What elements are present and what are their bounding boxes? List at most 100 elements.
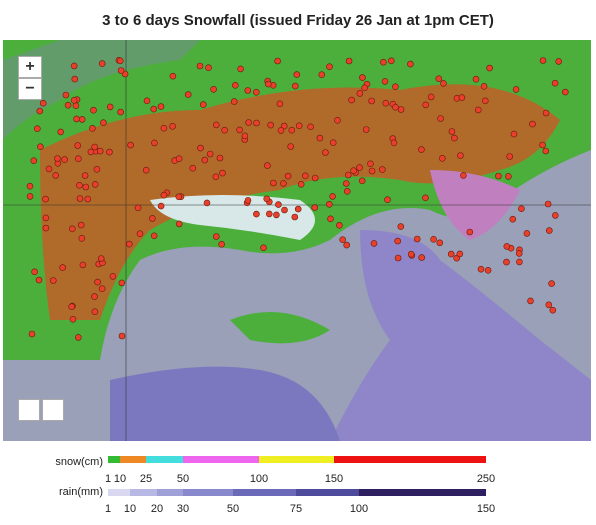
rain-swatch <box>233 489 296 496</box>
station <box>160 124 168 132</box>
station <box>339 236 347 243</box>
station <box>307 123 314 131</box>
station <box>510 130 518 138</box>
station <box>260 244 267 252</box>
snow-swatch <box>146 456 183 463</box>
station <box>336 222 343 229</box>
rain-tick-label: 20 <box>151 503 163 515</box>
station <box>69 225 76 233</box>
station <box>96 147 104 155</box>
station <box>343 188 351 195</box>
station <box>561 88 569 96</box>
next-button[interactable] <box>42 399 64 421</box>
station <box>62 91 70 99</box>
station <box>134 204 142 212</box>
station <box>150 232 158 240</box>
station <box>322 149 329 156</box>
station <box>118 332 126 340</box>
station <box>343 241 351 249</box>
station <box>203 199 211 207</box>
station <box>74 142 81 149</box>
station <box>252 88 260 96</box>
station <box>380 58 387 66</box>
station <box>418 146 425 153</box>
rain-tick-label: 50 <box>227 503 239 515</box>
station <box>466 228 474 236</box>
station <box>481 97 489 105</box>
station <box>87 148 95 156</box>
station <box>218 241 225 248</box>
station <box>344 171 352 179</box>
station <box>213 121 220 129</box>
station <box>76 195 84 202</box>
station <box>367 160 374 168</box>
station <box>460 172 467 179</box>
station <box>175 220 183 228</box>
station <box>381 78 389 85</box>
station <box>253 119 260 127</box>
station <box>362 126 370 133</box>
station <box>175 155 183 162</box>
station <box>70 97 78 104</box>
station <box>544 200 552 208</box>
snow-tick-label: 150 <box>325 473 343 485</box>
station <box>241 132 249 140</box>
station <box>427 93 435 101</box>
zoom-in[interactable]: + <box>18 56 42 78</box>
station <box>368 167 376 175</box>
station <box>71 75 79 83</box>
station <box>474 106 482 114</box>
snow-swatch <box>183 456 259 463</box>
station <box>447 250 455 258</box>
station <box>265 210 273 218</box>
station <box>213 233 220 240</box>
station <box>216 154 224 162</box>
station <box>451 134 458 142</box>
station <box>437 115 444 122</box>
station <box>440 80 447 87</box>
station <box>368 97 375 105</box>
station <box>527 297 534 305</box>
station <box>136 230 144 237</box>
station <box>196 62 204 70</box>
station <box>503 258 510 266</box>
station <box>221 126 228 134</box>
station <box>515 250 523 257</box>
station <box>91 181 99 188</box>
rain-tick-label: 30 <box>177 503 189 515</box>
station <box>281 206 288 214</box>
station <box>545 301 553 309</box>
station <box>73 115 80 123</box>
prev-button[interactable] <box>18 399 40 421</box>
sea <box>330 230 591 441</box>
station <box>359 74 366 81</box>
station <box>382 99 390 107</box>
station <box>117 57 124 65</box>
station <box>430 236 437 243</box>
rain-tick-label: 100 <box>350 503 368 515</box>
station <box>394 254 402 262</box>
station <box>512 86 520 93</box>
station <box>49 277 57 284</box>
station <box>277 127 285 134</box>
snow-tick-label: 1 <box>105 473 111 485</box>
station <box>392 83 399 90</box>
station <box>311 204 319 211</box>
station <box>356 90 364 97</box>
snow-tick-label: 50 <box>177 473 189 485</box>
station <box>291 213 299 221</box>
station <box>503 243 511 250</box>
station <box>75 334 82 341</box>
station <box>297 181 305 188</box>
station <box>329 193 336 200</box>
station <box>348 96 355 104</box>
zoom-out[interactable]: − <box>18 78 42 100</box>
station <box>54 155 61 162</box>
station <box>390 139 398 147</box>
station <box>448 128 456 135</box>
station <box>36 107 44 115</box>
station <box>555 58 563 65</box>
station <box>516 258 523 266</box>
plain <box>3 40 200 140</box>
station <box>70 62 78 70</box>
